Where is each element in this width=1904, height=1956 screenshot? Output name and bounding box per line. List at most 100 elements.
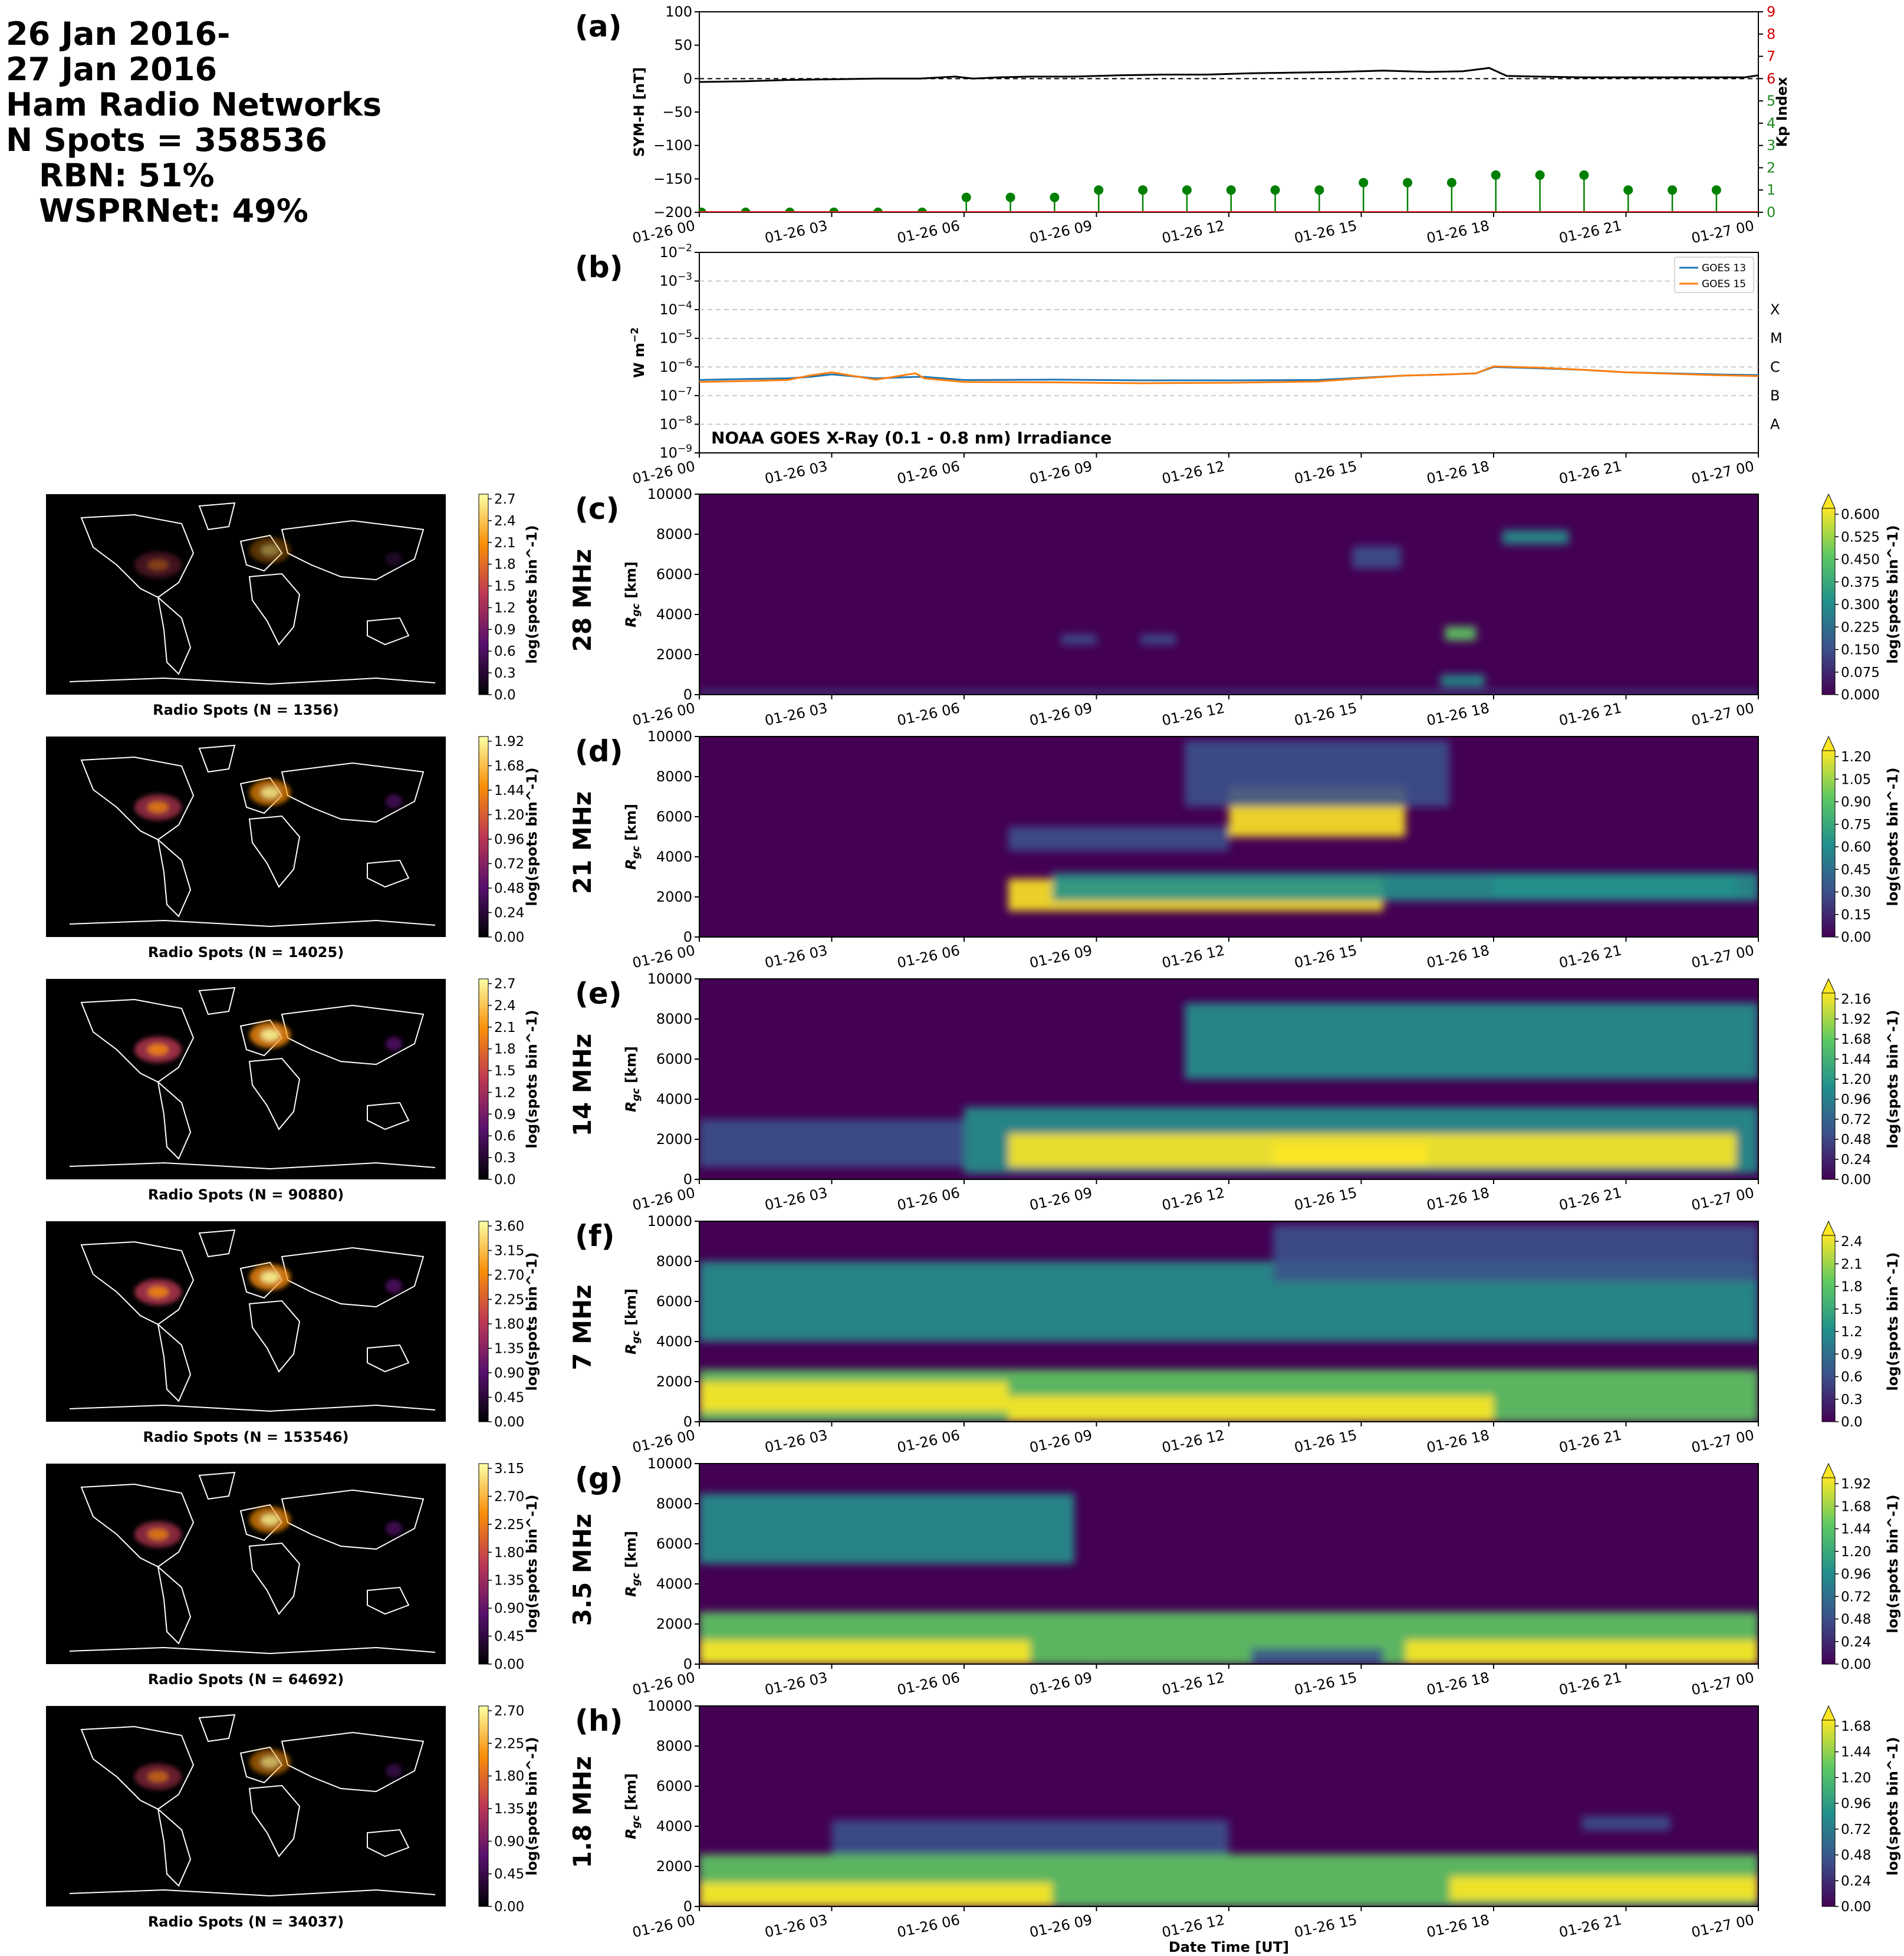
range-tick-label: 10000 — [647, 971, 692, 987]
x-tick-label: 01-26 18 — [1425, 217, 1491, 246]
range-tick-label: 8000 — [656, 526, 692, 543]
cbar-tick-label: 0.450 — [1841, 553, 1880, 568]
symh-tick-label: 0 — [683, 70, 692, 87]
cbar-tick-label: 0.96 — [1841, 1796, 1871, 1812]
coastline — [198, 1714, 236, 1743]
x-tick-label: 01-26 06 — [896, 942, 961, 971]
map-caption: Radio Spots (N = 34037) — [148, 1914, 344, 1930]
north-america-spots-core — [147, 1528, 169, 1540]
panel-a-y2label: Kp Index — [1774, 77, 1790, 147]
kp-point — [1535, 170, 1545, 180]
range-tick-label: 2000 — [656, 1131, 692, 1148]
flare-class-label: X — [1770, 301, 1780, 318]
band-label: 3.5 MHz — [568, 1514, 597, 1626]
map-caption: Radio Spots (N = 1356) — [153, 702, 339, 718]
goes-series-line — [699, 365, 1758, 384]
panel-b: (b) 10−2 10−3 10−4 10−5 10−6 10−7 10−8 10−9 XMC… — [575, 242, 1783, 487]
map-cbar-label: 1.80 — [494, 1317, 524, 1332]
x-tick-label: 01-26 09 — [1028, 217, 1093, 246]
x-tick-label: 01-26 18 — [1425, 942, 1491, 971]
cbar-tick-label: 0.375 — [1841, 575, 1880, 590]
panel-a-frame — [699, 11, 1759, 213]
coastline — [157, 838, 192, 918]
colorbar-extend-arrow — [1821, 735, 1836, 751]
kp-point — [1579, 170, 1589, 180]
kp-tick-label: 1 — [1767, 182, 1775, 198]
x-tick-label: 01-26 12 — [1160, 1426, 1226, 1456]
x-tick-label: 01-26 00 — [631, 1184, 696, 1214]
x-tick-label: 01-27 00 — [1690, 1184, 1755, 1214]
map-cbar-label: 0.0 — [494, 1172, 516, 1188]
range-tick-label: 4000 — [656, 1818, 692, 1835]
cbar-tick-label: 0.75 — [1841, 817, 1871, 833]
band-row-g: Radio Spots (N = 64692) 0.00 0.45 0.90 1.35 1… — [46, 1455, 1901, 1698]
x-tick-label: 01-26 12 — [1160, 1911, 1226, 1941]
map-cbar-title: log(spots bin^-1) — [524, 1494, 540, 1633]
heatmap-blob — [699, 691, 1758, 695]
panel-a-ylabel: SYM-H [nT] — [631, 67, 647, 157]
cbar-tick-label: 1.2 — [1841, 1324, 1863, 1340]
map-cbar-label: 1.2 — [494, 1085, 516, 1100]
range-tick-label: 10000 — [647, 486, 692, 502]
heatmap-blob — [1581, 1816, 1670, 1830]
cbar-tick-label: 0.0 — [1841, 1415, 1863, 1430]
heatmap-blob — [1008, 827, 1229, 851]
cbar-tick-label: 1.92 — [1841, 1477, 1871, 1492]
x-tick-label: 01-26 06 — [896, 1669, 961, 1698]
map-cbar-label: 0.6 — [494, 644, 516, 659]
europe-spots-core — [261, 544, 279, 556]
cbar-tick-label: 0.48 — [1841, 1848, 1871, 1863]
coastline — [248, 1057, 301, 1130]
irradiance-tick-label: 10−4 — [659, 300, 692, 318]
coastline — [367, 1829, 410, 1858]
x-tick-label: 01-26 03 — [763, 217, 828, 246]
band-row-e: Radio Spots (N = 90880) 0.0 0.3 0.6 0.9 1.2 1.… — [46, 971, 1901, 1214]
legend-goes13-label: GOES 13 — [1702, 262, 1746, 274]
heatmap-bg-c — [699, 494, 1758, 695]
range-tick-label: 0 — [683, 929, 692, 945]
x-tick-label: 01-26 06 — [896, 1184, 961, 1214]
flare-class-label: A — [1770, 416, 1780, 432]
range-tick-label: 10000 — [647, 1698, 692, 1714]
heatmap-x-ticks: 01-26 00 01-26 03 01-26 06 01-26 09 01-26 12… — [631, 1906, 1759, 1941]
cbar-title: log(spots bin^-1) — [1885, 1494, 1901, 1633]
north-america-spots-core — [147, 1771, 169, 1783]
range-tick-label: 4000 — [656, 1576, 692, 1592]
range-tick-label: 2000 — [656, 646, 692, 663]
range-tick-label: 8000 — [656, 1495, 692, 1512]
heatmap-blob — [1445, 626, 1476, 641]
panel-a: (a) 100 50 0 −50 −100 −150 −200 0 1 2 3 4 5 6 7 8 9 01-… — [575, 4, 1790, 246]
x-tick-label: 01-27 00 — [1690, 1911, 1755, 1941]
panel-b-legend: GOES 13 GOES 15 — [1674, 257, 1754, 293]
panel-a-y-ticks: 100 50 0 −50 −100 −150 −200 — [653, 4, 699, 221]
heatmap-blob — [1272, 1225, 1758, 1281]
north-america-spots-core — [147, 559, 169, 571]
band-label: 14 MHz — [568, 1034, 597, 1136]
map-cbar-label: 0.9 — [494, 622, 516, 637]
coastline — [367, 1344, 410, 1373]
coastline — [248, 573, 301, 646]
panel-b-gridlines — [699, 280, 1758, 425]
cbar-tick-label: 1.68 — [1841, 1719, 1871, 1734]
x-tick-label: 01-26 15 — [1293, 1669, 1358, 1698]
panel-b-letter: (b) — [575, 250, 623, 284]
cbar-tick-label: 0.30 — [1841, 885, 1871, 900]
x-tick-label: 01-26 06 — [896, 458, 961, 487]
heatmap-blob — [1140, 635, 1176, 645]
cbar-tick-label: 0.48 — [1841, 1612, 1871, 1628]
cbar-tick-label: 2.1 — [1841, 1257, 1863, 1272]
kp-point — [1270, 185, 1280, 195]
world-map-h — [46, 1706, 446, 1906]
asia-spots — [386, 1764, 402, 1778]
panel-b-annotation: NOAA GOES X-Ray (0.1 - 0.8 nm) Irradianc… — [711, 428, 1112, 448]
panel-b-ylabel: W m−2 — [629, 327, 647, 378]
range-tick-label: 4000 — [656, 1091, 692, 1107]
range-tick-label: 6000 — [656, 1536, 692, 1552]
coastline — [281, 1731, 425, 1793]
x-tick-label: 01-26 15 — [1293, 699, 1358, 729]
map-cbar-label: 2.7 — [494, 492, 516, 507]
map-cbar-label: 0.48 — [494, 881, 524, 896]
panel-a-kp-ticks: 0 1 2 3 4 5 6 7 8 9 — [1758, 4, 1775, 221]
map-cbar-label: 2.70 — [494, 1704, 524, 1719]
kp-point — [1005, 192, 1015, 202]
